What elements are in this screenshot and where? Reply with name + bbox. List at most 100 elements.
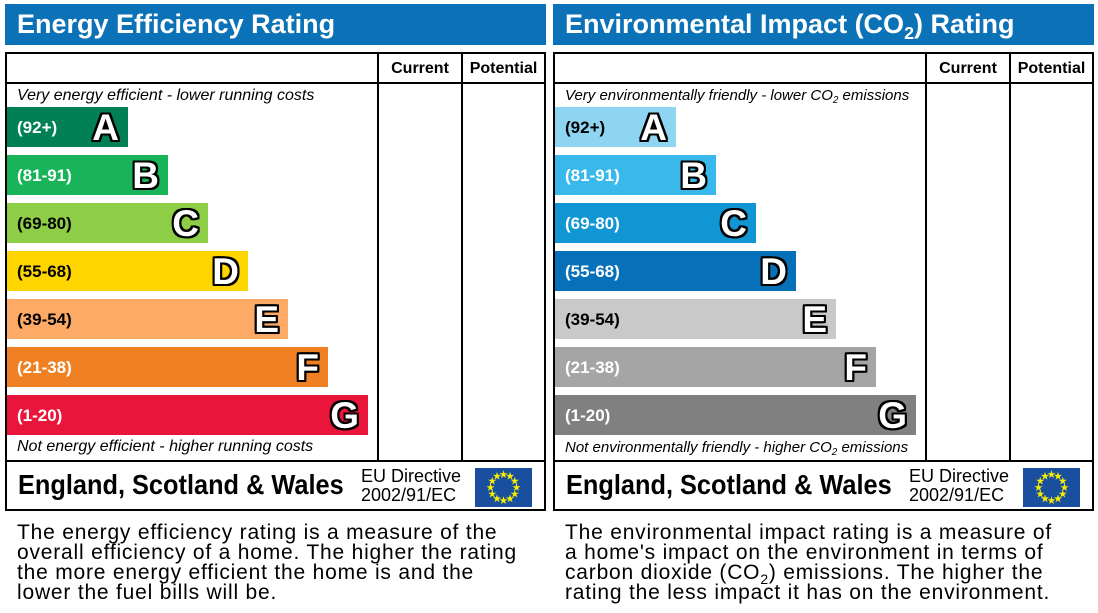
potential-column-header: Potential <box>1017 60 1086 77</box>
current-column-header: Current <box>391 60 449 77</box>
description-text: the more energy efficient the home is an… <box>17 561 475 584</box>
environmental-description: The environmental impact rating is a mea… <box>565 521 1052 604</box>
band-range-label: (69-80) <box>565 214 620 233</box>
description-text: carbon dioxide (CO <box>565 561 761 584</box>
energy-top-note: Very energy efficient - lower running co… <box>17 87 314 105</box>
band-range-label: (21-38) <box>565 358 620 377</box>
band-range-label: (55-68) <box>17 262 72 281</box>
description-line: rating the less impact it has on the env… <box>565 581 1051 604</box>
band-letter: F <box>296 347 319 388</box>
environmental-band-e: (39-54) E <box>555 299 836 340</box>
energy-table-header: Current Potential <box>7 54 544 84</box>
note-text-post: emissions <box>838 87 910 104</box>
description-line: carbon dioxide (CO2) emissions. The high… <box>565 561 1052 585</box>
description-line: lower the fuel bills will be. <box>17 581 278 604</box>
energy-band-e: (39-54) E <box>7 299 288 340</box>
band-range-label: (69-80) <box>17 214 72 233</box>
environmental-chart-area: Very environmentally friendly - lower CO… <box>555 84 1092 462</box>
environmental-band-f: (21-38) F <box>555 347 876 388</box>
energy-efficiency-panel: Energy Efficiency Rating Current Potenti… <box>5 0 546 613</box>
band-letter: C <box>720 203 747 244</box>
title-text: Energy Efficiency Rating <box>17 9 336 39</box>
environmental-rating-table: Current Potential Very environmentally f… <box>553 52 1094 511</box>
description-line: overall efficiency of a home. The higher… <box>17 541 517 564</box>
band-range-label: (92+) <box>565 118 606 137</box>
band-range-label: (39-54) <box>565 310 620 329</box>
band-letter: E <box>254 299 279 340</box>
band-range-label: (81-91) <box>17 166 72 185</box>
region-label: England, Scotland & Wales <box>566 469 892 500</box>
band-range-label: (92+) <box>17 118 58 137</box>
note-subscript: 2 <box>832 95 839 107</box>
band-range-label: (21-38) <box>17 358 72 377</box>
environmental-band-b: (81-91) B <box>555 155 716 196</box>
energy-panel-title: Energy Efficiency Rating <box>5 4 546 45</box>
note-text: Not environmentally friendly - higher CO <box>565 439 832 456</box>
note-text: Very energy efficient - lower running co… <box>17 87 315 104</box>
band-range-label: (1-20) <box>17 406 63 425</box>
energy-bottom-note: Not energy efficient - higher running co… <box>17 438 313 456</box>
energy-band-g: (1-20) G <box>7 395 368 436</box>
band-letter: D <box>212 251 239 292</box>
title-subscript: 2 <box>904 22 914 43</box>
environmental-band-a: (92+) A <box>555 107 676 148</box>
eu-directive-line2: 2002/91/EC <box>909 485 1005 505</box>
environmental-bottom-note: Not environmentally friendly - higher CO… <box>565 439 909 459</box>
eu-directive-label: EU Directive 2002/91/EC <box>909 467 1009 505</box>
band-letter: F <box>844 347 867 388</box>
band-letter: G <box>330 395 359 436</box>
band-letter: E <box>802 299 827 340</box>
eu-flag-icon <box>475 468 532 507</box>
potential-column-divider <box>1009 54 1011 462</box>
environmental-panel-title: Environmental Impact (CO2) Rating <box>553 4 1094 45</box>
eu-directive-label: EU Directive 2002/91/EC <box>361 467 461 505</box>
band-range-label: (1-20) <box>565 406 611 425</box>
note-subscript: 2 <box>831 447 838 459</box>
band-letter: D <box>760 251 787 292</box>
environmental-impact-panel: Environmental Impact (CO2) Rating Curren… <box>553 0 1094 613</box>
energy-table-footer: England, Scotland & Wales EU Directive 20… <box>7 462 544 509</box>
band-letter: B <box>132 155 159 196</box>
description-line: The environmental impact rating is a mea… <box>565 521 1052 544</box>
eu-directive-line1: EU Directive <box>361 466 462 486</box>
environmental-table-header: Current Potential <box>555 54 1092 84</box>
environmental-table-footer: England, Scotland & Wales EU Directive 20… <box>555 462 1092 509</box>
description-subscript: 2 <box>760 570 769 587</box>
eu-directive-line2: 2002/91/EC <box>361 485 457 505</box>
current-column-divider <box>377 54 379 462</box>
energy-chart-area: Very energy efficient - lower running co… <box>7 84 544 462</box>
energy-band-f: (21-38) F <box>7 347 328 388</box>
energy-description: The energy efficiency rating is a measur… <box>17 522 517 604</box>
potential-column-divider <box>461 54 463 462</box>
band-range-label: (55-68) <box>565 262 620 281</box>
title-text: Environmental Impact (CO <box>565 9 905 39</box>
current-column-divider <box>925 54 927 462</box>
band-range-label: (81-91) <box>565 166 620 185</box>
energy-band-a: (92+) A <box>7 107 128 148</box>
note-text: Not energy efficient - higher running co… <box>17 438 314 455</box>
potential-column-header: Potential <box>469 60 538 77</box>
environmental-band-g: (1-20) G <box>555 395 916 436</box>
title-text-post: ) Rating <box>913 9 1015 39</box>
energy-rating-table: Current Potential Very energy efficient … <box>5 52 546 511</box>
eu-flag-icon <box>1023 468 1080 507</box>
description-line: a home's impact on the environment in te… <box>565 541 1044 564</box>
band-letter: C <box>172 203 199 244</box>
description-text-post: ) emissions. The higher the <box>768 561 1044 584</box>
band-letter: B <box>680 155 707 196</box>
description-line: the more energy efficient the home is an… <box>17 561 517 584</box>
band-letter: A <box>92 107 119 148</box>
band-range-label: (39-54) <box>17 310 72 329</box>
eu-directive-line1: EU Directive <box>909 466 1010 486</box>
energy-band-c: (69-80) C <box>7 203 208 244</box>
energy-band-b: (81-91) B <box>7 155 168 196</box>
region-label: England, Scotland & Wales <box>18 469 344 500</box>
band-letter: G <box>878 395 907 436</box>
eu-flag-stars <box>486 470 521 504</box>
environmental-band-c: (69-80) C <box>555 203 756 244</box>
note-text: Very environmentally friendly - lower CO <box>565 87 833 104</box>
band-letter: A <box>640 107 667 148</box>
current-column-header: Current <box>939 60 997 77</box>
note-text-post: emissions <box>837 439 909 456</box>
